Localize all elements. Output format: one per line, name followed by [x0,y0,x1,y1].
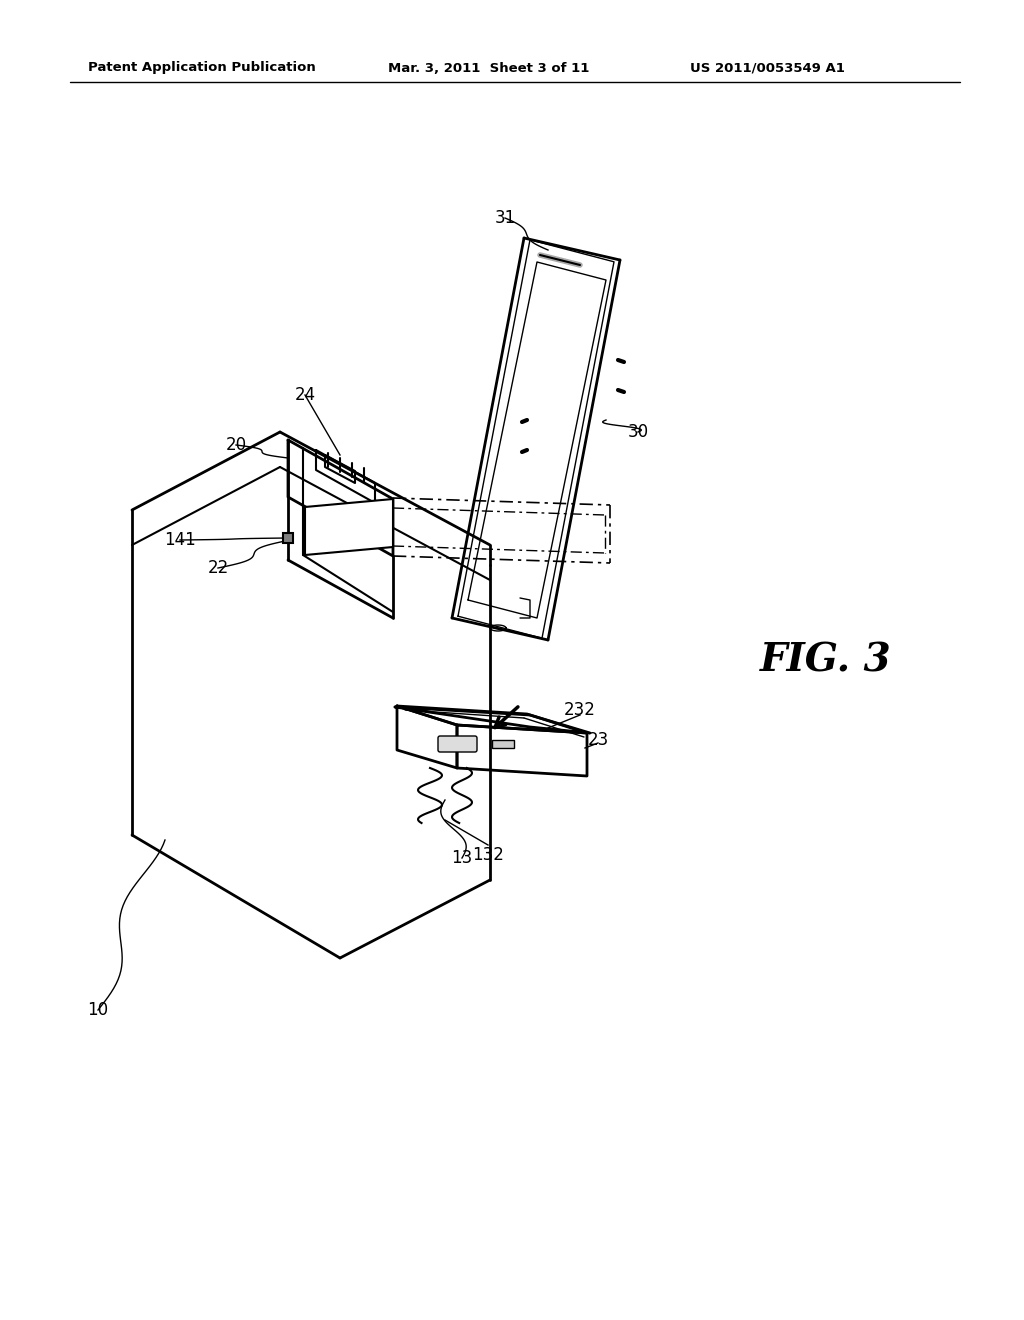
Text: FIG. 3: FIG. 3 [760,642,892,678]
Text: 141: 141 [164,531,196,549]
FancyBboxPatch shape [438,737,477,752]
Text: US 2011/0053549 A1: US 2011/0053549 A1 [690,62,845,74]
Text: 20: 20 [225,436,247,454]
Text: 30: 30 [628,422,648,441]
Text: 132: 132 [472,846,504,865]
Bar [492,741,514,748]
Text: 13: 13 [452,849,473,867]
Polygon shape [305,499,393,554]
Text: 31: 31 [495,209,516,227]
Text: 22: 22 [208,558,228,577]
Text: 24: 24 [295,385,315,404]
Text: 10: 10 [87,1001,109,1019]
Text: 23: 23 [588,731,608,748]
Text: 232: 232 [564,701,596,719]
Text: Patent Application Publication: Patent Application Publication [88,62,315,74]
Text: Mar. 3, 2011  Sheet 3 of 11: Mar. 3, 2011 Sheet 3 of 11 [388,62,590,74]
